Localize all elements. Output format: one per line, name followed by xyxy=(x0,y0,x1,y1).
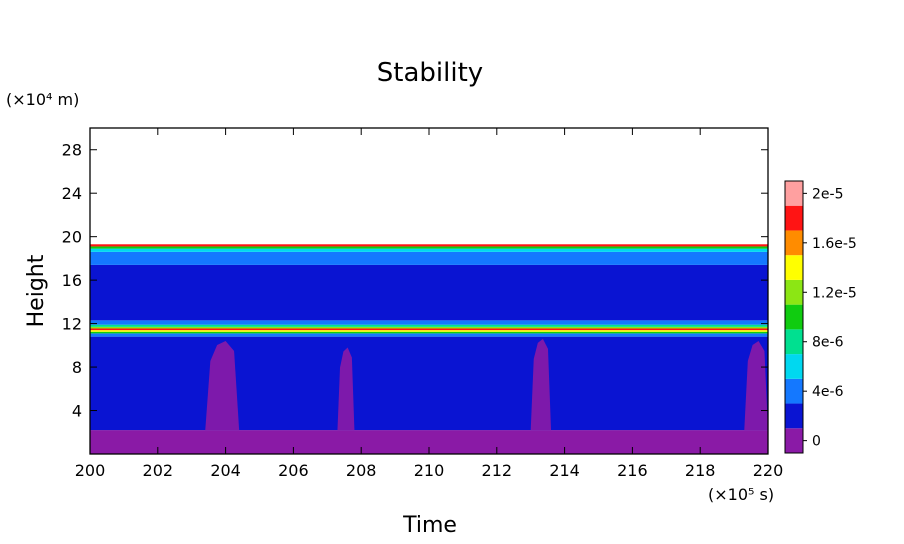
y-axis-label: Height xyxy=(24,254,49,327)
x-unit-label: (×10⁵ s) xyxy=(708,485,774,504)
y-tick-label-4: 4 xyxy=(72,402,82,421)
colorbar-swatch-0 xyxy=(785,428,803,453)
x-tick-label-202: 202 xyxy=(143,461,174,480)
contour-band-0 xyxy=(90,430,768,454)
y-tick-label-28: 28 xyxy=(62,141,82,160)
contour-plume-2 xyxy=(530,338,552,431)
colorbar-swatch-5 xyxy=(785,304,803,330)
x-tick-label-206: 206 xyxy=(278,461,309,480)
contour-band-1 xyxy=(90,336,768,431)
x-tick-label-220: 220 xyxy=(753,461,784,480)
contour-band-6 xyxy=(90,326,768,329)
contour-band-11 xyxy=(90,248,768,252)
contour-band-3 xyxy=(90,331,768,334)
contour-plume-1 xyxy=(337,347,355,431)
colorbar-swatch-1 xyxy=(785,403,803,429)
y-tick-label-12: 12 xyxy=(62,315,82,334)
y-tick-label-8: 8 xyxy=(72,358,82,377)
y-unit-label: (×10⁴ m) xyxy=(6,90,79,109)
colorbar: 0 4e-6 8e-6 1.2e-5 1.6e-5 2e-5 xyxy=(784,180,857,454)
colorbar-frame xyxy=(784,180,804,454)
colorbar-swatch-2 xyxy=(785,378,803,404)
y-axis: 4 8 12 16 20 24 28 xyxy=(62,141,768,421)
x-tick-label-204: 204 xyxy=(210,461,241,480)
contour-band-12 xyxy=(90,246,768,249)
colorbar-swatch-8 xyxy=(785,230,803,256)
contour-band-10 xyxy=(90,251,768,265)
colorbar-label-2: 8e-6 xyxy=(812,335,844,351)
chart-title: Stability xyxy=(377,58,483,88)
contour-plume-0 xyxy=(205,340,240,431)
contour-plumes xyxy=(205,338,768,431)
colorbar-swatch-10 xyxy=(785,181,803,206)
y-tick-label-24: 24 xyxy=(62,184,82,203)
y-tick-label-20: 20 xyxy=(62,228,82,247)
x-axis: 200 202 204 206 208 210 212 214 216 218 220 xyxy=(75,128,784,480)
x-tick-label-210: 210 xyxy=(414,461,445,480)
x-tick-label-212: 212 xyxy=(482,461,513,480)
colorbar-swatch-4 xyxy=(785,329,803,355)
colorbar-label-3: 1.2e-5 xyxy=(812,285,857,301)
contour-band-8 xyxy=(90,320,768,325)
contour-plume-3 xyxy=(744,340,768,431)
colorbar-swatch-9 xyxy=(785,205,803,231)
contour-band-13 xyxy=(90,244,768,247)
x-tick-label-200: 200 xyxy=(75,461,106,480)
contour-band-4 xyxy=(90,330,768,332)
x-tick-label-214: 214 xyxy=(549,461,580,480)
contour-band-2 xyxy=(90,333,768,337)
colorbar-swatch-7 xyxy=(785,255,803,280)
x-tick-label-218: 218 xyxy=(685,461,716,480)
x-tick-label-208: 208 xyxy=(346,461,377,480)
y-tick-label-16: 16 xyxy=(62,271,82,290)
contour-band-7 xyxy=(90,324,768,327)
x-tick-label-216: 216 xyxy=(617,461,648,480)
colorbar-label-4: 1.6e-5 xyxy=(812,236,857,252)
x-axis-label: Time xyxy=(402,513,457,538)
colorbar-label-1: 4e-6 xyxy=(812,384,844,400)
contour-bands xyxy=(90,244,768,454)
colorbar-label-0: 0 xyxy=(812,434,821,450)
plot-area xyxy=(90,128,768,454)
colorbar-swatch-3 xyxy=(785,354,803,379)
colorbar-label-5: 2e-5 xyxy=(812,186,843,202)
contour-band-5 xyxy=(90,328,768,331)
colorbar-swatch-6 xyxy=(785,279,803,305)
contour-band-9 xyxy=(90,264,768,321)
